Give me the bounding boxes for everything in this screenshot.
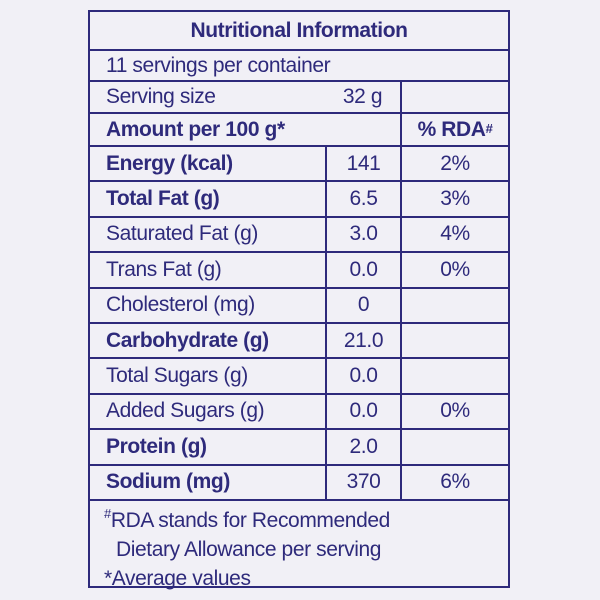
nutrient-value: 370	[325, 465, 400, 499]
nutrient-row-added-sugars: Added Sugars (g) 0.0 0%	[90, 392, 508, 429]
serving-size-rda-cell	[400, 82, 508, 112]
nutrient-label: Total Fat (g)	[106, 187, 220, 211]
nutrient-label: Saturated Fat (g)	[106, 222, 258, 246]
nutrient-row-cholesterol: Cholesterol (mg) 0	[90, 286, 508, 322]
nutrient-row-saturated-fat: Saturated Fat (g) 3.0 4%	[90, 215, 508, 252]
nutrient-rda: 2%	[400, 147, 508, 181]
nutrient-label: Protein (g)	[106, 434, 207, 458]
nutrient-label: Total Sugars (g)	[106, 364, 248, 388]
footnote-rda-sup: #	[104, 505, 111, 521]
table-title-row: Nutritional Information	[90, 12, 508, 49]
nutrient-label: Sodium (mg)	[106, 470, 230, 494]
nutrient-label: Added Sugars (g)	[106, 399, 265, 423]
nutrient-rda	[400, 323, 508, 358]
nutrient-value: 3.0	[325, 217, 400, 252]
nutrient-row-total-sugars: Total Sugars (g) 0.0	[90, 357, 508, 393]
footnote-rda-definition-line2: Dietary Allowance per serving	[116, 537, 382, 561]
nutrient-rda	[400, 430, 508, 464]
nutrient-rda	[400, 288, 508, 322]
nutrition-table: Nutritional Information 11 servings per …	[88, 10, 510, 590]
footnote-rda-definition-line1: #RDA stands for Recommended	[104, 506, 494, 535]
nutrient-label: Trans Fat (g)	[106, 257, 222, 281]
column-header-row: Amount per 100 g* % RDA #	[90, 112, 508, 145]
nutrient-value: 2.0	[325, 430, 400, 464]
nutrient-row-carbohydrate: Carbohydrate (g) 21.0	[90, 321, 508, 358]
rda-header-cell: % RDA #	[400, 114, 508, 145]
footnotes-section: #RDA stands for Recommended Dietary Allo…	[90, 498, 508, 593]
nutrient-rda: 4%	[400, 217, 508, 252]
nutrient-rda: 3%	[400, 182, 508, 216]
nutrient-rda: 0%	[400, 394, 508, 429]
nutrient-rda	[400, 359, 508, 393]
nutrient-row-energy: Energy (kcal) 141 2%	[90, 145, 508, 181]
nutrient-label: Cholesterol (mg)	[106, 293, 255, 317]
footnote-average-values: *Average values	[104, 566, 251, 590]
servings-per-container-text: 11 servings per container	[106, 53, 331, 77]
serving-size-cell: Serving size 32 g	[90, 82, 400, 112]
nutrient-value: 6.5	[325, 182, 400, 216]
nutrient-value: 0	[325, 288, 400, 322]
footnote-line1-text: RDA stands for Recommended	[110, 508, 390, 532]
nutrient-label: Carbohydrate (g)	[106, 328, 269, 352]
nutrient-value: 0.0	[325, 359, 400, 393]
nutrient-row-protein: Protein (g) 2.0	[90, 428, 508, 464]
amount-per-100g-header: Amount per 100 g*	[106, 117, 285, 141]
nutrient-rda: 6%	[400, 465, 508, 499]
nutrient-rda: 0%	[400, 253, 508, 287]
amount-header-cell: Amount per 100 g*	[90, 114, 400, 145]
nutrient-row-trans-fat: Trans Fat (g) 0.0 0%	[90, 251, 508, 287]
serving-size-label: Serving size	[106, 85, 216, 108]
nutrient-row-sodium: Sodium (mg) 370 6%	[90, 463, 508, 499]
rda-header-sup: #	[485, 121, 493, 136]
nutrient-label: Energy (kcal)	[106, 151, 233, 175]
nutrient-value: 0.0	[325, 253, 400, 287]
page-title: Nutritional Information	[190, 18, 408, 42]
servings-row: 11 servings per container	[90, 49, 508, 80]
rda-header-label: % RDA	[417, 117, 486, 141]
nutrient-value: 141	[325, 147, 400, 181]
serving-size-value: 32 g	[342, 85, 383, 108]
serving-size-row: Serving size 32 g	[90, 80, 508, 112]
nutrient-value: 0.0	[325, 394, 400, 429]
nutrient-row-total-fat: Total Fat (g) 6.5 3%	[90, 180, 508, 216]
nutrient-value: 21.0	[325, 323, 400, 358]
